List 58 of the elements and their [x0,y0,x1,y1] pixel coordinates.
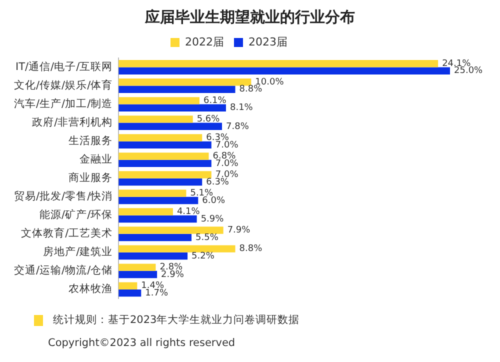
legend-label: 2023届 [248,35,288,48]
bar [118,171,212,178]
data-label: 7.9% [227,226,251,236]
bar [118,190,186,197]
y-tick-label: 交通/运输/物流/仓储 [14,264,113,277]
data-label: 8.1% [230,103,254,114]
bar [118,208,173,216]
y-tick-label: 汽车/生产/加工/制造 [14,97,113,110]
data-label: 7.8% [226,122,250,132]
data-label: 25.0% [454,66,484,76]
data-label: 7.0% [215,158,239,169]
bar [118,134,202,142]
y-tick-label: 房地产/建筑业 [43,245,113,258]
bar [118,270,158,278]
bar [118,86,236,93]
y-tick-label: 农林牧渔 [68,282,113,296]
data-label: 8.8% [239,244,263,254]
bar [118,289,142,297]
bar [118,245,236,252]
bar [118,226,224,234]
bar [118,116,193,123]
bar [118,215,197,223]
bar [118,122,222,130]
bar [118,160,212,168]
y-tick-label: IT/通信/电子/互联网 [15,60,113,73]
data-label: 7.0% [215,140,239,150]
data-label: 5.2% [192,251,215,262]
bar [118,67,450,74]
data-label: 6.1% [203,96,227,106]
y-tick-label: 生活服务 [68,134,113,148]
data-label: 5.5% [196,232,219,243]
data-label: 4.1% [176,207,200,218]
bar [118,252,188,260]
bar [118,282,138,290]
y-tick-label: 金融业 [80,152,113,166]
y-tick-label: 文体教育/工艺美术 [21,226,113,240]
legend-label: 2022届 [185,35,224,48]
data-label: 5.9% [200,214,224,224]
text: Copyright©2023 all rights reserved [48,337,236,349]
data-label: 5.6% [196,114,220,125]
text: 统计规则：基于2023年大学生就业力问卷调研数据 [53,313,300,327]
y-tick-label: 商业服务 [68,171,113,184]
bar [118,264,156,271]
bar [118,78,252,86]
chart-title: 应届毕业生期望就业的行业分布 [144,8,356,27]
data-label: 1.7% [145,288,168,298]
y-tick-label: 贸易/批发/零售/快消 [14,190,113,203]
bar [118,97,200,104]
y-tick-label: 文化/传媒/娱乐/体育 [14,78,113,92]
y-tick-label: 能源/矿产/环保 [40,208,113,222]
bar [118,152,209,160]
bar [118,104,226,112]
y-tick-label: 政府/非营利机构 [32,116,113,129]
bar [118,196,198,204]
bar [118,234,192,242]
bar [118,178,202,186]
bar [118,60,438,68]
bar [118,141,212,149]
